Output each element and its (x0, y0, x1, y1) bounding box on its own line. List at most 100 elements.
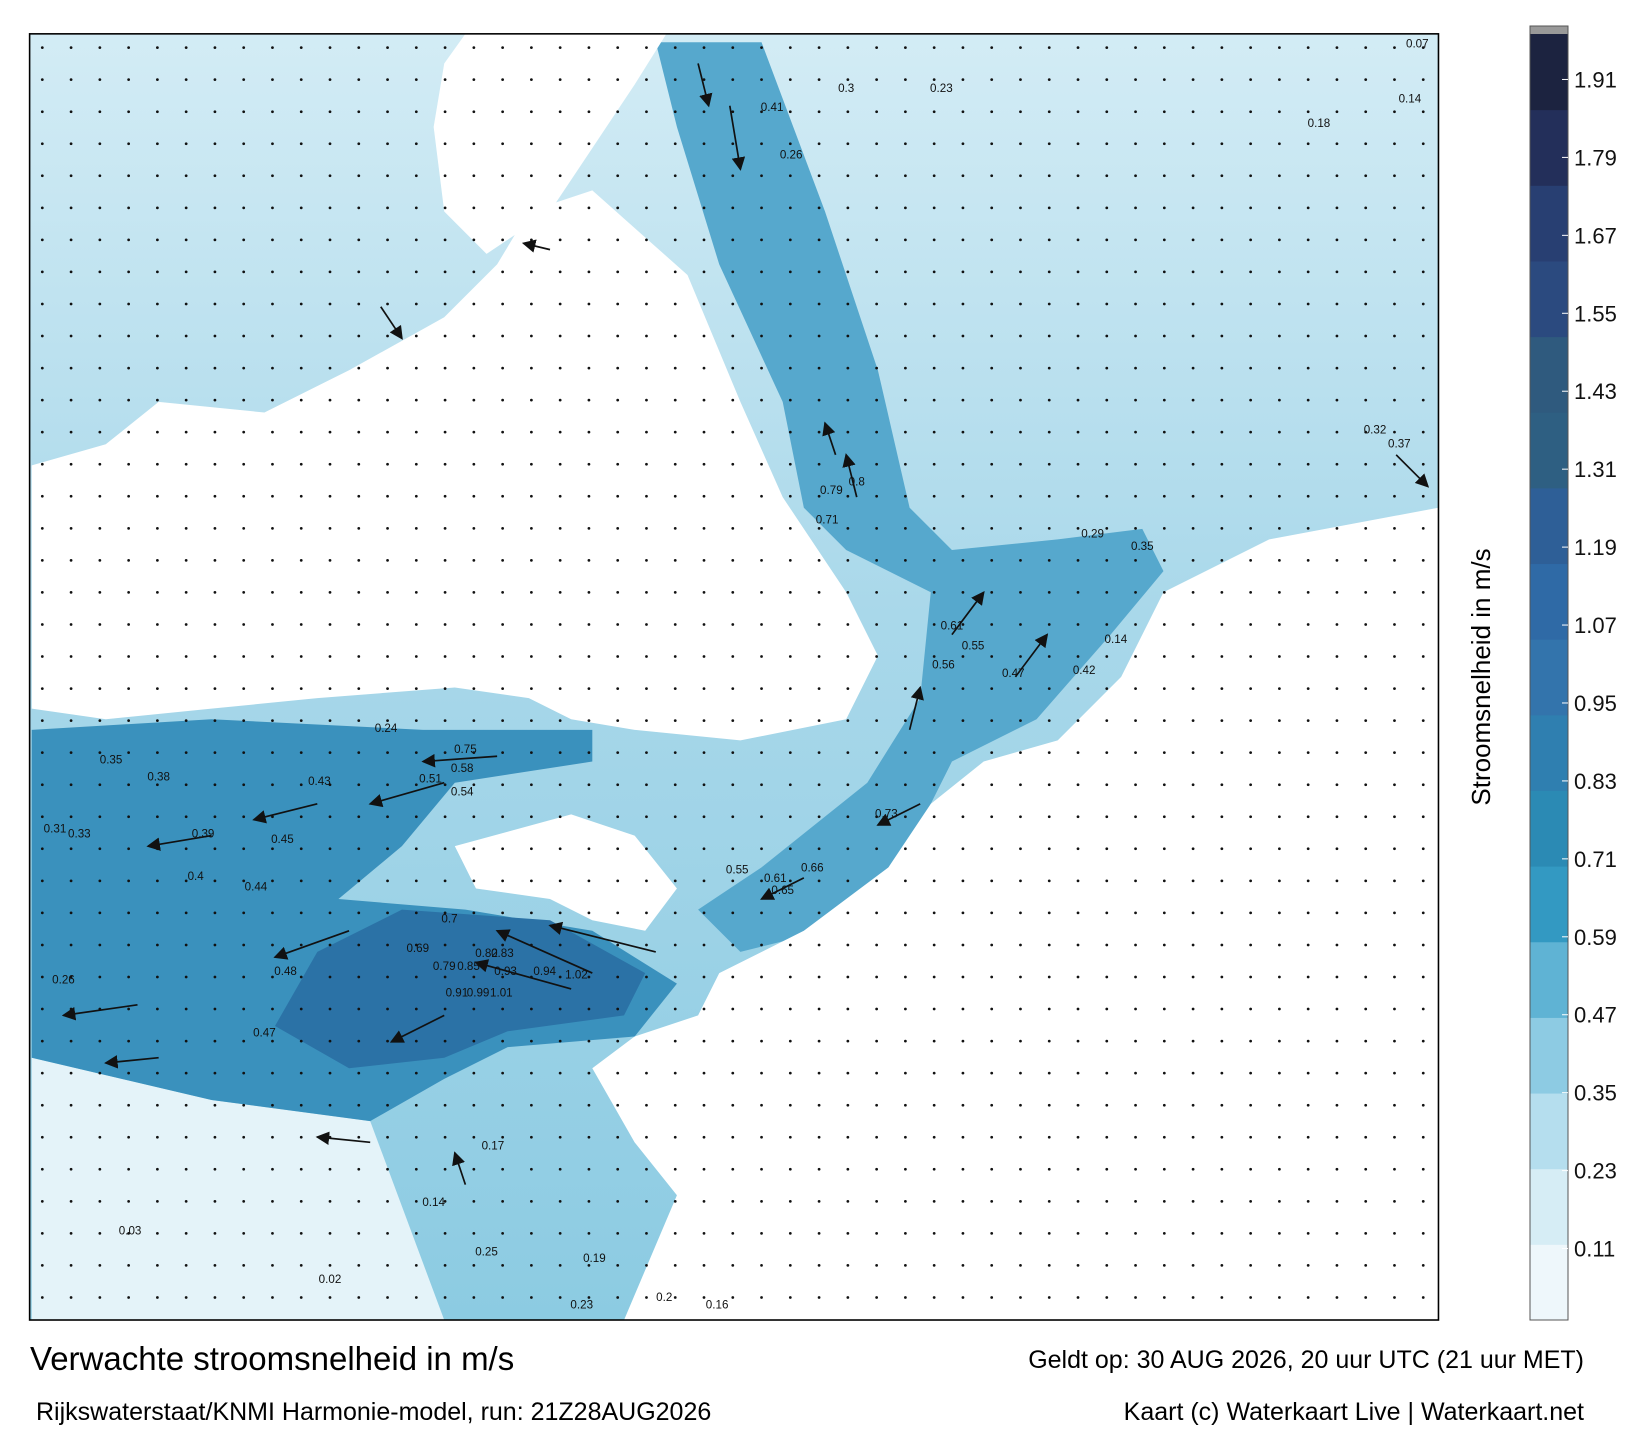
grid-dot (69, 1167, 73, 1171)
grid-dot (587, 1039, 591, 1043)
grid-dot (443, 687, 447, 690)
grid-dot (98, 719, 102, 722)
grid-dot (673, 398, 677, 402)
grid-dot (98, 847, 102, 851)
grid-dot (1134, 911, 1137, 915)
grid-dot (1220, 142, 1224, 146)
grid-dot (846, 430, 850, 434)
grid-dot (1306, 270, 1310, 274)
colorbar-band (1530, 185, 1568, 262)
colorbar-tick-label: 1.31 (1574, 457, 1617, 482)
grid-dot (1278, 1296, 1281, 1299)
grid-dot (357, 46, 361, 49)
grid-dot (990, 847, 994, 851)
grid-dot (242, 1296, 246, 1299)
grid-dot (501, 174, 504, 178)
grid-dot (932, 462, 936, 466)
grid-dot (213, 494, 217, 498)
grid-dot (961, 334, 965, 338)
grid-dot (1306, 591, 1310, 594)
grid-dot (673, 975, 677, 979)
grid-dot (357, 78, 361, 82)
grid-dot (731, 719, 735, 722)
grid-dot (645, 687, 648, 690)
grid-dot (961, 1103, 965, 1107)
grid-dot (1306, 815, 1310, 819)
grid-dot (1335, 142, 1339, 146)
grid-dot (1162, 366, 1166, 370)
grid-dot (904, 46, 907, 49)
grid-dot (1306, 558, 1310, 562)
grid-dot (530, 1071, 533, 1075)
grid-dot (40, 398, 44, 402)
grid-dot (587, 302, 591, 306)
grid-dot (156, 526, 159, 530)
grid-dot (414, 238, 418, 242)
grid-dot (1076, 494, 1080, 498)
grid-dot (530, 558, 533, 562)
current-arrow (728, 105, 746, 171)
grid-dot (156, 270, 159, 274)
grid-dot (1278, 815, 1281, 819)
speed-label: 0.41 (761, 101, 784, 114)
grid-dot (1076, 526, 1080, 530)
grid-dot (328, 1167, 332, 1171)
grid-dot (127, 1103, 130, 1107)
grid-dot (386, 1039, 389, 1043)
grid-dot (156, 238, 159, 242)
grid-dot (1249, 783, 1252, 787)
colorbar-tick-label: 1.67 (1574, 223, 1617, 248)
grid-dot (587, 1167, 591, 1171)
grid-dot (1364, 591, 1368, 594)
grid-dot (242, 206, 246, 210)
grid-dot (213, 526, 217, 530)
grid-dot (472, 847, 476, 851)
grid-dot (731, 847, 735, 851)
grid-dot (702, 78, 706, 82)
shallow-coast (31, 1057, 445, 1321)
grid-dot (271, 46, 274, 49)
grid-dot (673, 1264, 677, 1267)
grid-dot (328, 1296, 332, 1299)
grid-dot (990, 911, 994, 915)
grid-dot (271, 655, 274, 658)
grid-dot (1105, 687, 1109, 690)
grid-dot (1162, 1199, 1166, 1203)
grid-dot (386, 526, 389, 530)
grid-dot (1162, 334, 1166, 338)
grid-dot (1393, 78, 1396, 82)
grid-dot (932, 398, 936, 402)
grid-dot (1019, 815, 1022, 819)
grid-dot (587, 430, 591, 434)
grid-dot (1278, 1135, 1281, 1139)
grid-dot (127, 1199, 130, 1203)
grid-dot (1249, 302, 1252, 306)
grid-dot (1249, 751, 1252, 755)
grid-dot (1278, 142, 1281, 146)
grid-dot (1134, 110, 1137, 114)
grid-dot (357, 1103, 361, 1107)
grid-dot (1162, 687, 1166, 690)
grid-dot (1105, 623, 1109, 626)
grid-dot (731, 943, 735, 947)
grid-dot (846, 879, 850, 883)
grid-dot (616, 1039, 620, 1043)
grid-dot (645, 751, 648, 755)
grid-dot (1306, 943, 1310, 947)
colorbar-band (1530, 714, 1568, 791)
grid-dot (1191, 783, 1195, 787)
speed-label: 0.19 (583, 1252, 606, 1265)
grid-dot (788, 623, 792, 626)
grid-dot (1220, 1296, 1224, 1299)
grid-dot (990, 302, 994, 306)
grid-dot (702, 206, 706, 210)
grid-dot (1019, 623, 1022, 626)
grid-dot (1162, 591, 1166, 594)
grid-dot (1220, 1007, 1224, 1011)
grid-dot (990, 174, 994, 178)
grid-dot (213, 623, 217, 626)
grid-dot (645, 1296, 648, 1299)
grid-dot (961, 1264, 965, 1267)
grid-dot (1134, 142, 1137, 146)
grid-dot (1105, 366, 1109, 370)
